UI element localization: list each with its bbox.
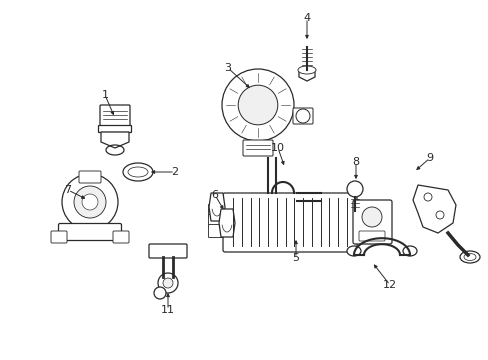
Circle shape <box>361 207 381 227</box>
Circle shape <box>238 85 277 125</box>
Text: 1: 1 <box>102 90 108 100</box>
FancyBboxPatch shape <box>113 231 129 243</box>
Ellipse shape <box>402 246 416 256</box>
Text: 10: 10 <box>270 143 285 153</box>
Ellipse shape <box>459 251 479 263</box>
FancyBboxPatch shape <box>292 108 312 124</box>
Text: 12: 12 <box>382 280 396 290</box>
FancyBboxPatch shape <box>98 126 131 132</box>
FancyBboxPatch shape <box>208 204 223 217</box>
Circle shape <box>222 69 293 141</box>
Polygon shape <box>219 209 235 237</box>
Ellipse shape <box>123 163 153 181</box>
FancyBboxPatch shape <box>208 215 223 228</box>
Circle shape <box>82 194 98 210</box>
FancyBboxPatch shape <box>59 224 121 240</box>
Text: 5: 5 <box>292 253 299 263</box>
Ellipse shape <box>463 253 475 261</box>
FancyBboxPatch shape <box>149 244 186 258</box>
Polygon shape <box>208 193 224 221</box>
Circle shape <box>346 181 362 197</box>
Text: 3: 3 <box>224 63 231 73</box>
FancyBboxPatch shape <box>100 105 130 129</box>
FancyBboxPatch shape <box>208 225 223 238</box>
Polygon shape <box>101 132 129 148</box>
Text: 7: 7 <box>64 185 71 195</box>
Text: 4: 4 <box>303 13 310 23</box>
Text: 6: 6 <box>211 190 218 200</box>
Circle shape <box>163 278 173 288</box>
Circle shape <box>423 193 431 201</box>
FancyBboxPatch shape <box>352 200 391 244</box>
Text: 2: 2 <box>171 167 178 177</box>
Polygon shape <box>412 185 455 233</box>
FancyBboxPatch shape <box>79 171 101 183</box>
Ellipse shape <box>297 66 315 74</box>
FancyBboxPatch shape <box>358 231 384 241</box>
Text: 11: 11 <box>161 305 175 315</box>
Ellipse shape <box>346 246 360 256</box>
Text: 9: 9 <box>426 153 433 163</box>
Polygon shape <box>298 66 314 81</box>
FancyBboxPatch shape <box>51 231 67 243</box>
Circle shape <box>62 174 118 230</box>
Circle shape <box>74 186 106 218</box>
Circle shape <box>154 287 165 299</box>
FancyBboxPatch shape <box>243 140 272 156</box>
Circle shape <box>295 109 309 123</box>
Circle shape <box>435 211 443 219</box>
Ellipse shape <box>128 167 148 177</box>
Text: 8: 8 <box>352 157 359 167</box>
FancyBboxPatch shape <box>223 193 356 252</box>
Circle shape <box>158 273 178 293</box>
